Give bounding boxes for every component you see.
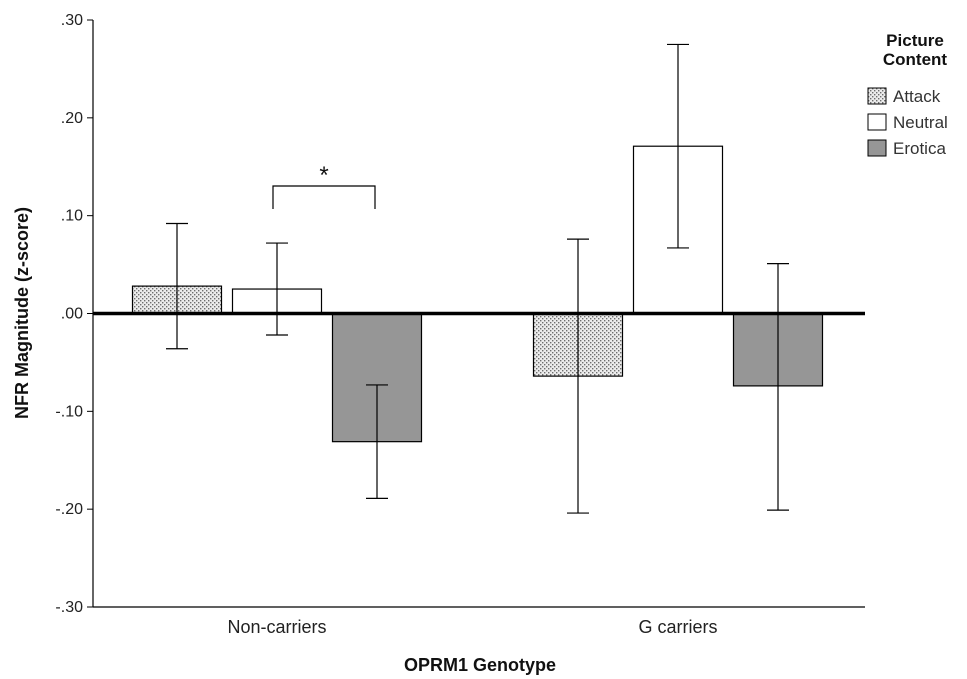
y-tick-label: -.30 (55, 599, 83, 616)
error-bar (767, 263, 789, 511)
y-tick-label: -.20 (55, 501, 83, 518)
bars (131, 145, 824, 443)
legend-label: Attack (893, 87, 941, 106)
legend-item-erotica: Erotica (867, 139, 946, 158)
x-axis-title: OPRM1 Genotype (404, 655, 556, 675)
error-bar (567, 238, 589, 514)
legend-label: Erotica (893, 139, 946, 158)
error-bar (266, 242, 288, 336)
significance-bracket (272, 185, 376, 209)
legend-item-attack: Attack (867, 87, 941, 106)
x-axis-category-labels: Non-carriers G carriers (227, 617, 717, 637)
x-category-label: Non-carriers (227, 617, 326, 637)
y-tick-label: .00 (61, 306, 83, 323)
legend-swatch (867, 139, 887, 157)
legend-swatch (867, 113, 887, 131)
y-tick-label: .10 (61, 208, 83, 225)
x-category-label: G carriers (638, 617, 717, 637)
legend-item-neutral: Neutral (867, 113, 948, 132)
error-bars (166, 43, 789, 514)
error-bar (667, 43, 689, 249)
significance-annotations: * (272, 162, 376, 209)
error-bar (166, 222, 188, 350)
legend-swatch (867, 87, 887, 105)
legend-label: Neutral (893, 113, 948, 132)
y-tick-label: -.10 (55, 403, 83, 420)
axes (92, 20, 865, 608)
y-axis-title: NFR Magnitude (z-score) (12, 207, 32, 419)
y-axis-ticks: .30 .20 .10 .00 -.10 -.20 -.30 (55, 12, 93, 616)
error-bar (366, 384, 388, 500)
legend-title: Content (883, 50, 948, 69)
y-tick-label: .20 (61, 110, 83, 127)
significance-star: * (319, 162, 328, 189)
legend-title: Picture (886, 31, 944, 50)
y-tick-label: .30 (61, 12, 83, 29)
